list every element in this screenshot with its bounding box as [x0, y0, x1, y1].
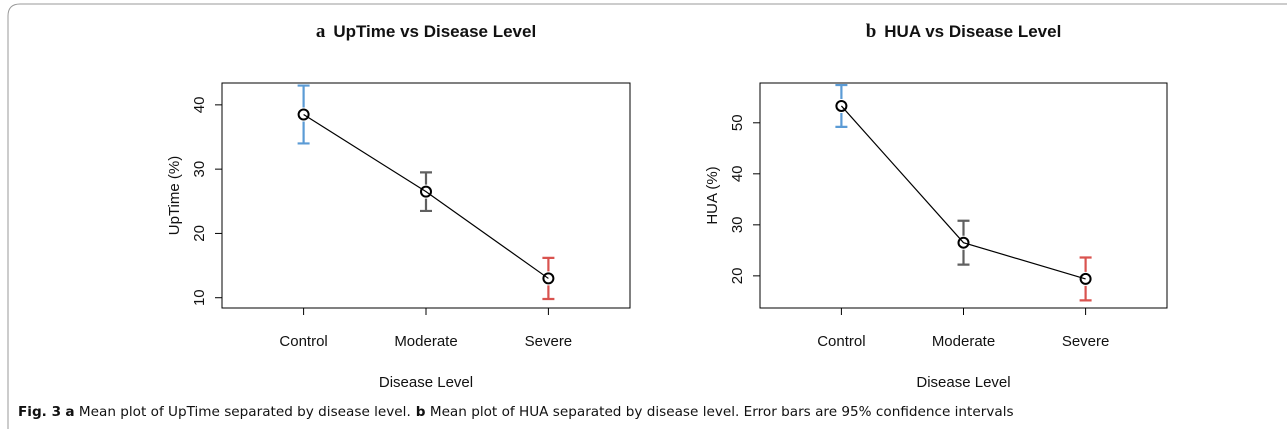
x-axis-label: Disease Level — [916, 374, 1010, 391]
y-tick-label: 10 — [191, 289, 208, 306]
error-bar — [542, 256, 555, 301]
chart-title: b HUA vs Disease Level — [866, 21, 1062, 42]
x-tick-label: Moderate — [394, 333, 457, 350]
y-tick-label: 30 — [191, 161, 208, 178]
y-axis-label: HUA (%) — [704, 166, 721, 224]
mean-point — [957, 236, 970, 249]
error-bar — [1079, 256, 1092, 302]
caption-text: Mean plot of UpTime separated by disease… — [78, 404, 411, 420]
mean-line — [840, 105, 1086, 280]
mean-point — [420, 185, 432, 198]
mean-point — [542, 272, 555, 285]
y-tick-label: 30 — [729, 216, 746, 233]
mean-point — [1079, 272, 1092, 285]
figure-label: Fig. 3 — [18, 404, 62, 420]
error-bar — [297, 84, 310, 145]
y-tick-label: 20 — [729, 268, 746, 285]
panel-label: b — [866, 21, 877, 42]
panel-label: a — [316, 21, 326, 42]
y-tick-label: 40 — [729, 165, 746, 182]
error-bar — [957, 219, 970, 266]
error-bar — [420, 171, 432, 213]
mean-point — [835, 99, 848, 112]
y-tick-label: 20 — [191, 225, 208, 242]
x-tick-label: Control — [817, 333, 865, 350]
mean-line — [303, 113, 549, 279]
title-text: UpTime vs Disease Level — [333, 22, 536, 41]
y-tick-label: 40 — [191, 97, 208, 114]
caption: Fig. 3 a Mean plot of UpTime separated b… — [18, 404, 1019, 420]
plot-frame — [221, 82, 631, 309]
y-tick-label: 50 — [729, 114, 746, 131]
y-axis-label: UpTime (%) — [166, 156, 183, 235]
error-bar — [835, 83, 848, 128]
x-tick-label: Control — [279, 333, 327, 350]
frame — [7, 3, 1287, 429]
x-tick-label: Severe — [1062, 333, 1110, 350]
x-tick-label: Moderate — [932, 333, 995, 350]
plot-frame — [759, 82, 1168, 309]
chart-title: a UpTime vs Disease Level — [316, 21, 536, 42]
mean-point — [297, 108, 310, 121]
caption-text: Mean plot of HUA separated by disease le… — [429, 404, 1014, 420]
x-tick-label: Severe — [525, 333, 573, 350]
panel-label: a — [65, 404, 75, 420]
x-axis-label: Disease Level — [379, 374, 473, 391]
title-text: HUA vs Disease Level — [884, 22, 1061, 41]
panel-label: b — [415, 404, 426, 420]
